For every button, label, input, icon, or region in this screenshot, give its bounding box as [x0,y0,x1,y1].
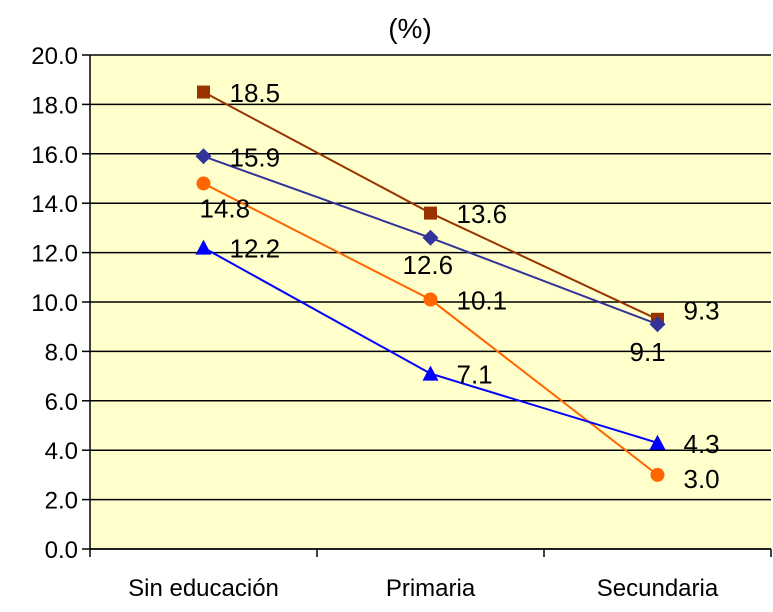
y-tick-label: 8.0 [45,339,78,366]
y-tick-label: 14.0 [31,191,78,218]
data-point-square [424,206,437,220]
data-label: 18.5 [230,78,281,108]
y-tick-label: 4.0 [45,438,78,465]
x-category-label: Secundaria [597,575,719,602]
y-tick-label: 16.0 [31,142,78,169]
y-axis-ticks: 0.0 2.0 4.0 6.0 8.0 10.0 12.0 14.0 16.0 18.0 20.0 [31,43,90,564]
data-label: 9.1 [630,337,666,367]
data-label: 7.1 [457,360,493,390]
y-tick-label: 20.0 [31,43,78,70]
data-point-diamond [422,229,439,246]
data-label: 12.6 [403,250,454,280]
data-point-diamond [195,148,212,165]
data-label: 10.1 [457,286,508,316]
data-label: 4.3 [684,429,720,459]
data-point-triangle [649,434,666,450]
data-point-diamond [649,316,666,333]
x-axis-ticks: Sin educación Primaria Secundaria [89,549,772,602]
data-label: 9.3 [684,295,720,325]
y-tick-label: 6.0 [45,389,78,416]
data-point-triangle [422,365,439,381]
data-label: 15.9 [230,142,281,172]
data-point-square [197,85,210,99]
y-tick-label: 10.0 [31,290,78,317]
data-label: 13.6 [457,199,508,229]
y-tick-label: 0.0 [45,537,78,564]
data-point-circle [423,292,438,307]
data-point-circle [650,467,665,482]
data-label: 3.0 [684,464,720,494]
chart-title: (%) [388,13,432,44]
data-point-circle [196,176,211,191]
data-label: 14.8 [200,193,251,223]
y-tick-label: 2.0 [45,488,78,515]
data-labels: 18.5 13.6 9.3 15.9 12.6 9.1 14.8 10.1 3.0 12.2 7.1… [200,78,720,494]
x-category-label: Sin educación [128,575,279,602]
y-tick-label: 12.0 [31,241,78,268]
x-category-label: Primaria [386,575,476,602]
y-tick-label: 18.0 [31,92,78,119]
series-markers [195,85,666,482]
data-label: 12.2 [230,234,281,264]
data-point-triangle [195,239,212,255]
